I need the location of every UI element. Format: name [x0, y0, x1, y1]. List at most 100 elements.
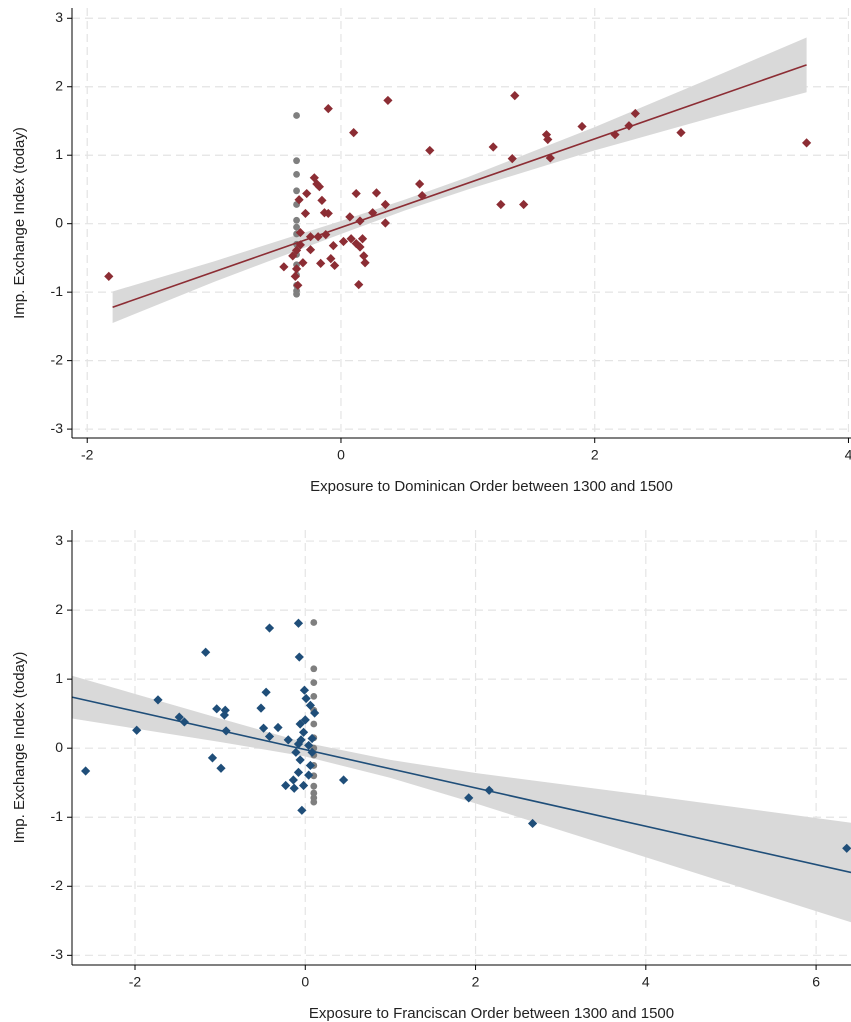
point [310, 708, 320, 718]
point [543, 134, 553, 145]
point [317, 195, 327, 206]
point [496, 199, 506, 210]
x-axis-title: Exposure to Dominican Order between 1300… [310, 478, 673, 495]
point [354, 280, 364, 290]
x-tick-label: 0 [337, 447, 345, 463]
point [291, 747, 301, 757]
point [310, 665, 318, 673]
y-axis-title: Imp. Exchange Index (today) [11, 652, 28, 844]
point [310, 798, 318, 806]
point [279, 262, 289, 272]
point [294, 652, 304, 662]
x-tick-label: 2 [472, 974, 480, 990]
point [310, 720, 318, 728]
point [293, 223, 300, 231]
point [293, 280, 303, 290]
point [309, 173, 319, 183]
point [577, 121, 587, 132]
point [464, 793, 474, 803]
x-tick-label: -2 [81, 447, 94, 463]
y-tick-label: 3 [55, 532, 63, 548]
point [305, 760, 315, 771]
point [355, 242, 365, 252]
point [264, 623, 275, 633]
confidence-band [112, 37, 807, 323]
point [104, 271, 114, 282]
point [295, 755, 305, 765]
point [314, 182, 325, 192]
point [338, 236, 349, 247]
y-tick-label: -1 [51, 283, 64, 299]
point [323, 208, 333, 219]
point [519, 199, 529, 210]
point [380, 199, 390, 210]
point [288, 775, 298, 785]
point [298, 258, 308, 268]
y-tick-label: -3 [51, 946, 64, 962]
point [630, 108, 640, 119]
y-tick-label: 2 [55, 77, 63, 93]
point [291, 245, 302, 255]
x-tick-label: -2 [129, 974, 142, 990]
point [316, 258, 326, 268]
point [346, 234, 356, 244]
point [507, 154, 517, 164]
point [293, 618, 304, 628]
confidence-band [72, 675, 851, 923]
x-tick-label: 2 [591, 447, 599, 463]
point [207, 753, 218, 763]
point [323, 104, 333, 114]
point [801, 138, 812, 148]
point [338, 775, 349, 785]
point [310, 782, 318, 790]
point [295, 227, 305, 238]
point [305, 245, 316, 255]
x-tick-label: 0 [301, 974, 309, 990]
x-tick-label: 4 [642, 974, 650, 990]
point [310, 679, 318, 686]
point [842, 843, 851, 853]
point [293, 290, 300, 298]
point [295, 719, 305, 729]
point [299, 685, 310, 695]
fit-line [112, 64, 807, 308]
point [310, 619, 318, 626]
point [290, 271, 300, 282]
point [360, 258, 370, 268]
y-tick-label: -2 [51, 351, 64, 367]
point [293, 157, 300, 165]
point [212, 704, 222, 714]
point [330, 260, 340, 271]
point [216, 763, 226, 773]
point [298, 727, 309, 737]
y-tick-label: -1 [51, 808, 64, 824]
point [359, 251, 369, 261]
point [294, 195, 304, 205]
y-tick-label: 2 [55, 601, 63, 617]
point [293, 767, 304, 777]
point [425, 145, 435, 156]
point [345, 212, 355, 222]
point [264, 731, 275, 742]
plot: -3 -2 -1 0 1 2 3 -2 0 2 4 6 Exposure to Franciscan O… [11, 530, 851, 1022]
point [293, 112, 300, 119]
point [153, 695, 163, 705]
point [298, 780, 309, 791]
y-tick-label: -3 [51, 420, 64, 436]
y-tick-label: -2 [51, 877, 64, 893]
point [676, 128, 686, 138]
point [300, 208, 311, 219]
point [293, 187, 300, 195]
point [545, 153, 555, 163]
point [174, 712, 184, 722]
point [305, 700, 315, 710]
x-axis-title: Exposure to Franciscan Order between 130… [309, 1005, 674, 1022]
y-tick-label: 3 [55, 9, 63, 25]
point [288, 251, 298, 261]
fit-line [71, 696, 851, 874]
point [201, 647, 211, 657]
y-tick-label: 0 [55, 739, 63, 755]
point [527, 818, 538, 829]
point [349, 128, 359, 138]
